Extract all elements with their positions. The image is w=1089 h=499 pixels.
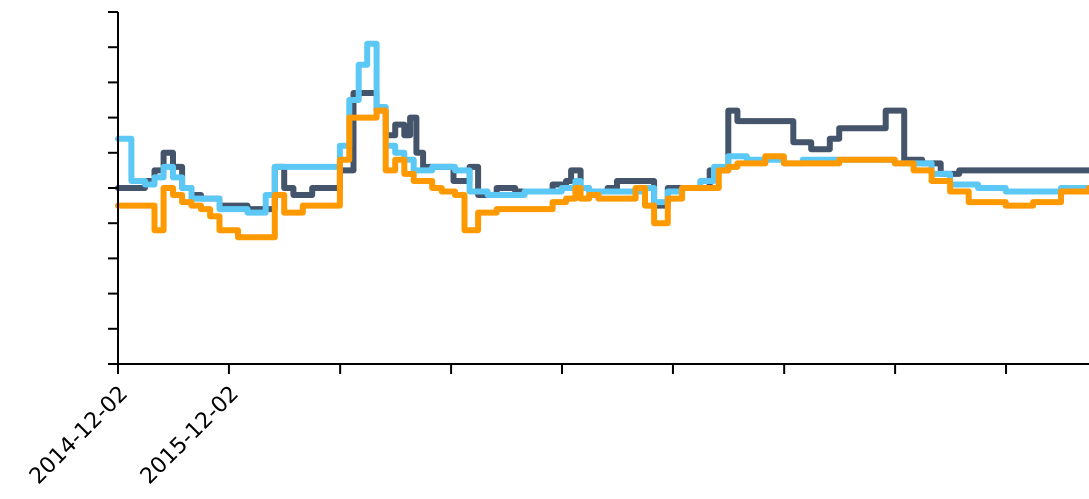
series-line-3	[115, 107, 1089, 241]
x-tick-label: 2014-12-02	[25, 381, 133, 489]
y-axis-ticks	[108, 11, 118, 365]
x-tick-label: 2015-12-02	[136, 381, 244, 489]
series-line-2	[115, 40, 1089, 216]
x-axis-ticks: 2014-12-02 2015-12-02	[25, 364, 1008, 489]
series-line-1	[115, 90, 1089, 213]
series-layer	[115, 40, 1089, 241]
